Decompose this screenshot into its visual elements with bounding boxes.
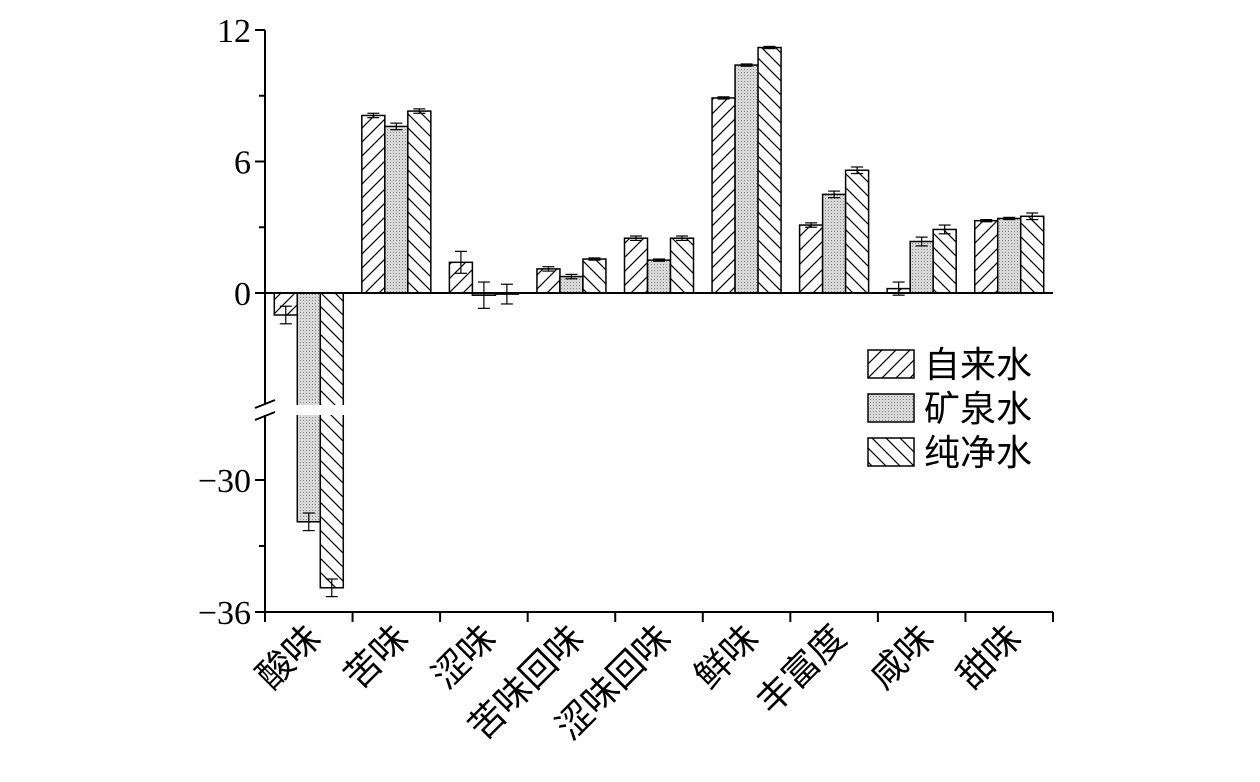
bar [623, 237, 649, 294]
bar [582, 258, 607, 294]
bar [407, 110, 432, 294]
legend-swatch [867, 349, 915, 379]
axis-break-gap [250, 405, 355, 415]
y-tick-label: −36 [198, 595, 251, 632]
bar [844, 169, 870, 294]
x-tick-label: 涩味 [424, 617, 504, 697]
bar [821, 193, 847, 294]
axis-break-mark [254, 399, 276, 409]
bar [1019, 215, 1045, 294]
bar [909, 240, 934, 294]
bar [361, 114, 386, 294]
x-tick-label: 丰富度 [749, 617, 854, 722]
x-tick-label: 苦味 [337, 617, 417, 697]
bar [536, 268, 561, 294]
x-tick-label: 鲜味 [687, 617, 767, 697]
bar [711, 97, 736, 294]
legend-swatch [867, 393, 915, 423]
bar [734, 64, 759, 294]
x-tick-label: 咸味 [862, 617, 942, 697]
bar [669, 237, 695, 294]
y-tick-label: 0 [234, 276, 251, 313]
bar [996, 217, 1022, 294]
legend-label: 矿泉水 [924, 389, 1032, 430]
y-tick-label: 12 [217, 13, 251, 50]
y-tick-label: 6 [234, 145, 251, 182]
y-tick-label: −30 [198, 463, 251, 500]
bar [646, 259, 672, 294]
bar [973, 219, 999, 294]
axis-break-mark [254, 411, 276, 421]
bar [319, 292, 345, 589]
bars-layer [250, 45, 1045, 598]
x-tick-label: 酸味 [249, 617, 329, 697]
legend-label: 自来水 [924, 345, 1032, 386]
bar [798, 224, 824, 294]
bar [932, 228, 957, 294]
bar [384, 125, 409, 294]
legend-label: 纯净水 [924, 433, 1032, 474]
legend-swatch [867, 437, 915, 467]
x-tick-label: 甜味 [950, 617, 1030, 697]
bar [757, 46, 782, 294]
